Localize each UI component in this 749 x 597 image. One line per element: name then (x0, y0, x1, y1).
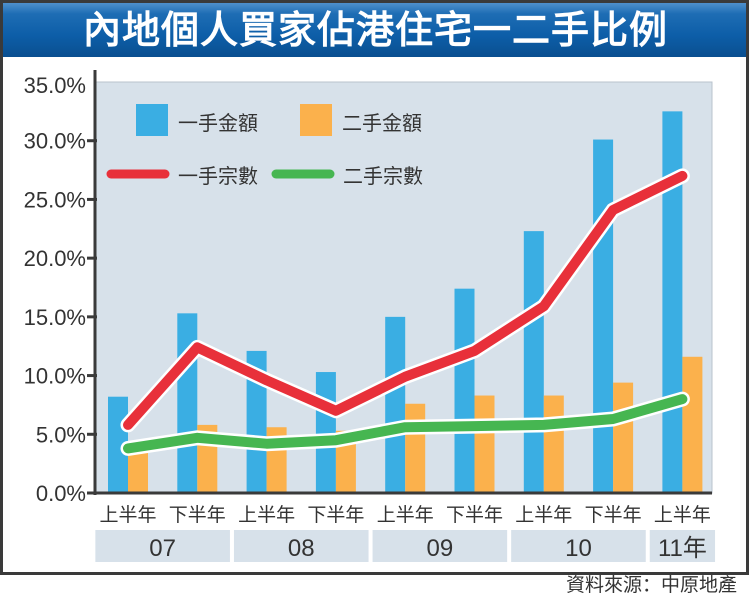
bar-secondary-amount (682, 356, 703, 493)
bar-secondary-amount (613, 382, 634, 493)
bar-primary-amount (662, 111, 683, 493)
bar-secondary-amount (405, 403, 426, 493)
x-category-label: 下半年 (169, 504, 226, 526)
x-category-label: 下半年 (307, 504, 364, 526)
legend-label: 一手金額 (178, 111, 258, 135)
bar-primary-amount (385, 316, 406, 493)
x-category-label: 上半年 (515, 504, 572, 526)
year-group-label: 10 (565, 535, 592, 562)
bar-secondary-amount (543, 395, 564, 493)
bar-primary-amount (593, 139, 614, 494)
y-tick-label: 30.0% (24, 129, 86, 154)
legend-label: 一手宗數 (178, 164, 258, 188)
x-category-label: 下半年 (446, 504, 503, 526)
legend-swatch (136, 104, 168, 136)
legend-label: 二手金額 (342, 111, 422, 135)
bar-primary-amount (454, 288, 475, 493)
year-group-band (511, 530, 646, 562)
legend-swatch (300, 104, 332, 136)
bar-primary-amount (177, 313, 198, 493)
y-tick-label: 5.0% (36, 422, 86, 447)
year-group-label: 07 (149, 535, 176, 562)
bar-secondary-amount (474, 395, 495, 493)
y-tick-label: 15.0% (24, 305, 86, 330)
title-bar: 內地個人買家佔港住宅一二手比例 (3, 3, 746, 57)
year-group-label: 09 (426, 535, 453, 562)
x-category-label: 上半年 (238, 504, 295, 526)
x-category-label: 上半年 (377, 504, 434, 526)
y-tick-label: 25.0% (24, 187, 86, 212)
x-category-label: 上半年 (99, 504, 156, 526)
lines-layer (120, 168, 690, 456)
legend-label: 二手宗數 (343, 164, 423, 188)
year-group-label: 08 (288, 535, 315, 562)
year-group-band (649, 530, 716, 562)
year-group-band (95, 530, 230, 562)
bar-secondary-amount (128, 451, 148, 493)
chart-title: 內地個人買家佔港住宅一二手比例 (83, 8, 669, 52)
year-group-band (372, 530, 508, 562)
y-tick-label: 10.0% (24, 364, 86, 389)
bar-primary-amount (246, 350, 267, 493)
year-group-band (233, 530, 369, 562)
bar-primary-amount (523, 231, 544, 494)
axes-layer: 0.0% 5.0% 10.0% 15.0% 20.0% 25.0% 30.0% 35.0% (24, 70, 712, 506)
source-note: 資料來源：中原地產 (565, 574, 737, 596)
year-group-label: 11年 (658, 535, 707, 562)
y-tick-label: 35.0% (24, 73, 86, 98)
x-category-label: 上半年 (654, 504, 711, 526)
y-tick-label: 0.0% (36, 481, 86, 506)
bar-primary-amount (315, 372, 336, 493)
y-tick-label: 20.0% (24, 246, 86, 271)
x-category-label: 下半年 (585, 504, 642, 526)
